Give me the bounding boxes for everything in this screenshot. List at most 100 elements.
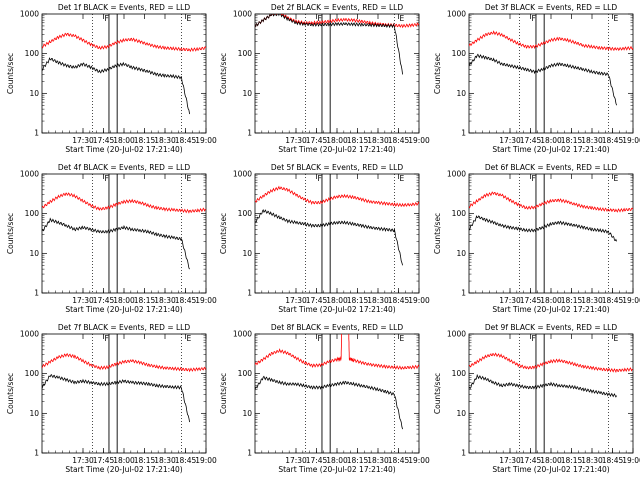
lld-series-line bbox=[255, 185, 419, 208]
y-tick-label: 10 bbox=[456, 249, 466, 258]
y-axis-label: Counts/sec bbox=[433, 373, 442, 414]
y-tick-label: 1 bbox=[461, 449, 466, 458]
detector-panel: Det 5f BLACK = Events, RED = LLD 1 10 100 10… bbox=[213, 160, 430, 320]
x-tick-label: 18:00 bbox=[540, 456, 562, 465]
x-tick-label: 17:30 bbox=[499, 136, 521, 145]
x-tick-label: 18:15 bbox=[134, 296, 156, 305]
detector-chart: Det 6f BLACK = Events, RED = LLD 1 10 100 10… bbox=[433, 163, 640, 314]
x-tick-label: 17:30 bbox=[285, 136, 307, 145]
x-tick-label: 19:00 bbox=[195, 456, 217, 465]
detector-chart: Det 2f BLACK = Events, RED = LLD 1 10 100 10… bbox=[219, 3, 430, 154]
y-tick-label: 1 bbox=[247, 129, 252, 138]
events-series-line bbox=[469, 373, 617, 398]
x-tick-label: 18:30 bbox=[154, 136, 176, 145]
chart-title: Det 8f BLACK = Events, RED = LLD bbox=[271, 323, 404, 332]
detector-chart: Det 7f BLACK = Events, RED = LLD 1 10 100 10… bbox=[6, 323, 217, 474]
x-tick-label: 19:00 bbox=[408, 296, 430, 305]
x-tick-label: 18:15 bbox=[347, 456, 369, 465]
plot-frame bbox=[254, 333, 420, 454]
y-tick-label: 1000 bbox=[233, 330, 252, 339]
y-axis-label: Counts/sec bbox=[6, 373, 15, 414]
y-tick-label: 100 bbox=[452, 369, 467, 378]
y-tick-label: 1 bbox=[247, 289, 252, 298]
interval-marker-label: E bbox=[400, 174, 405, 183]
x-tick-label: 18:45 bbox=[175, 296, 197, 305]
x-tick-label: 19:00 bbox=[195, 296, 217, 305]
y-tick-label: 1000 bbox=[20, 10, 39, 19]
x-tick-label: 18:15 bbox=[347, 296, 369, 305]
x-tick-label: 17:45 bbox=[306, 296, 328, 305]
detector-chart: Det 5f BLACK = Events, RED = LLD 1 10 100 10… bbox=[219, 163, 430, 314]
y-axis-label: Counts/sec bbox=[6, 213, 15, 254]
x-tick-label: 17:30 bbox=[499, 456, 521, 465]
x-tick-label: 18:00 bbox=[113, 296, 135, 305]
plot-frame bbox=[468, 173, 634, 294]
plot-frame bbox=[254, 13, 420, 134]
lld-series-line bbox=[469, 352, 633, 373]
x-tick-label: 19:00 bbox=[408, 456, 430, 465]
x-tick-label: 17:45 bbox=[520, 296, 542, 305]
y-tick-label: 1000 bbox=[447, 330, 466, 339]
lld-series-line bbox=[42, 353, 206, 373]
lld-series-line bbox=[469, 30, 633, 52]
detector-panel: Det 2f BLACK = Events, RED = LLD 1 10 100 10… bbox=[213, 0, 430, 160]
events-series-line bbox=[42, 57, 190, 115]
y-axis-label: Counts/sec bbox=[219, 373, 228, 414]
interval-marker-label: E bbox=[187, 334, 192, 343]
x-tick-label: 18:00 bbox=[326, 296, 348, 305]
x-axis-label: Start Time (20-Jul-02 17:21:40) bbox=[65, 305, 182, 314]
y-tick-label: 100 bbox=[238, 209, 253, 218]
x-tick-label: 17:30 bbox=[72, 456, 94, 465]
x-tick-label: 17:45 bbox=[93, 296, 115, 305]
x-tick-label: 17:45 bbox=[306, 136, 328, 145]
y-tick-label: 10 bbox=[456, 89, 466, 98]
x-tick-label: 18:30 bbox=[367, 456, 389, 465]
x-tick-label: 18:45 bbox=[602, 456, 624, 465]
y-tick-label: 10 bbox=[456, 409, 466, 418]
interval-marker-label: F bbox=[105, 174, 109, 183]
y-tick-label: 100 bbox=[238, 369, 253, 378]
y-tick-label: 1000 bbox=[233, 10, 252, 19]
x-tick-label: 17:30 bbox=[499, 296, 521, 305]
x-tick-label: 18:30 bbox=[581, 296, 603, 305]
y-axis-label: Counts/sec bbox=[219, 213, 228, 254]
x-tick-label: 18:45 bbox=[388, 296, 410, 305]
x-tick-label: 17:45 bbox=[306, 456, 328, 465]
interval-marker-label: F bbox=[532, 334, 536, 343]
y-tick-label: 1000 bbox=[20, 170, 39, 179]
y-tick-label: 1 bbox=[247, 449, 252, 458]
x-tick-label: 19:00 bbox=[622, 136, 640, 145]
x-tick-label: 18:45 bbox=[602, 136, 624, 145]
interval-marker-label: E bbox=[187, 174, 192, 183]
detector-chart: Det 1f BLACK = Events, RED = LLD 1 10 100 10… bbox=[6, 3, 217, 154]
x-axis-label: Start Time (20-Jul-02 17:21:40) bbox=[492, 145, 609, 154]
x-tick-label: 18:15 bbox=[134, 456, 156, 465]
events-series-line bbox=[255, 14, 403, 75]
y-axis-label: Counts/sec bbox=[433, 213, 442, 254]
detector-chart: Det 3f BLACK = Events, RED = LLD 1 10 100 10… bbox=[433, 3, 640, 154]
interval-marker-label: F bbox=[318, 174, 322, 183]
x-tick-label: 17:45 bbox=[93, 456, 115, 465]
interval-marker-label: E bbox=[187, 14, 192, 23]
detector-panel: Det 7f BLACK = Events, RED = LLD 1 10 100 10… bbox=[0, 320, 217, 480]
chart-title: Det 7f BLACK = Events, RED = LLD bbox=[58, 323, 191, 332]
chart-title: Det 1f BLACK = Events, RED = LLD bbox=[58, 3, 191, 12]
detector-panel: Det 3f BLACK = Events, RED = LLD 1 10 100 10… bbox=[427, 0, 640, 160]
interval-marker-label: E bbox=[400, 334, 405, 343]
interval-marker-label: E bbox=[400, 14, 405, 23]
lld-series-line bbox=[42, 192, 206, 214]
x-tick-label: 18:30 bbox=[154, 296, 176, 305]
x-tick-label: 17:30 bbox=[285, 456, 307, 465]
x-axis-label: Start Time (20-Jul-02 17:21:40) bbox=[492, 305, 609, 314]
events-series-line bbox=[469, 53, 617, 106]
detector-chart: Det 9f BLACK = Events, RED = LLD 1 10 100 10… bbox=[433, 323, 640, 474]
y-tick-label: 100 bbox=[452, 209, 467, 218]
x-tick-label: 18:15 bbox=[561, 136, 583, 145]
y-tick-label: 1000 bbox=[447, 170, 466, 179]
y-axis-label: Counts/sec bbox=[219, 53, 228, 94]
x-tick-label: 17:30 bbox=[72, 296, 94, 305]
x-axis-label: Start Time (20-Jul-02 17:21:40) bbox=[65, 145, 182, 154]
y-tick-label: 10 bbox=[242, 249, 252, 258]
interval-marker-label: E bbox=[614, 174, 619, 183]
